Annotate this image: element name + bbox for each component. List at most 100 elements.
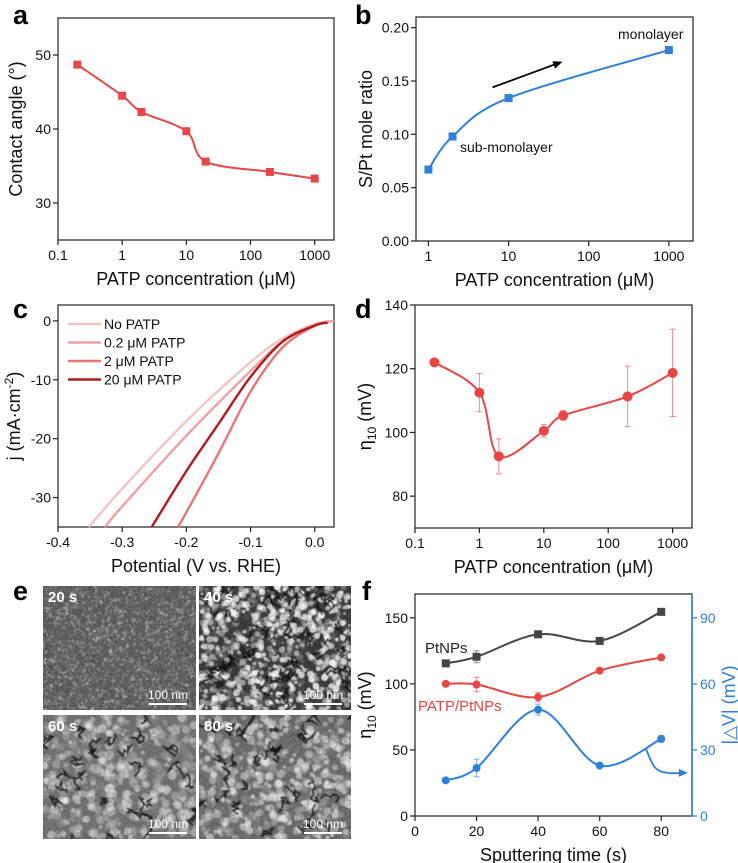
x-tick-label: 0 xyxy=(411,823,419,839)
x-tick-label: 0.1 xyxy=(405,535,425,551)
data-point xyxy=(558,410,569,421)
x-tick-label: -0.3 xyxy=(110,534,134,550)
scale-bar-label: 100 nm xyxy=(147,688,188,702)
x-axis-label: Sputtering time (s) xyxy=(480,845,627,863)
y-axis-label: η10 (mV) xyxy=(355,671,379,738)
arrow-head-icon xyxy=(552,61,563,69)
y-axis-label-rest: (mV) xyxy=(355,671,375,715)
y-tick-label: 150 xyxy=(385,610,409,626)
right-y-axis-label: |△V| (mV) xyxy=(719,665,738,744)
x-tick-label: 100 xyxy=(597,535,621,551)
sem-micrograph xyxy=(43,715,196,839)
sem-image-80s: 80 s 100 nm xyxy=(199,715,351,839)
x-tick-label: 0.0 xyxy=(305,534,325,550)
x-tick-label: 1 xyxy=(425,248,433,264)
y-tick-label: 0 xyxy=(400,808,408,824)
scale-bar-label: 100 nm xyxy=(147,817,188,831)
data-point xyxy=(472,652,481,661)
panel-letter-d: d xyxy=(355,294,372,324)
trend-arrow xyxy=(492,62,557,89)
series-curve xyxy=(433,361,674,459)
legend-label: No PATP xyxy=(104,316,160,332)
x-tick-label: -0.4 xyxy=(46,534,70,550)
x-axis-label: PATP concentration (μM) xyxy=(454,557,653,577)
panel-d-chart: 0.1 1 10 100 1000 80 100 120 140 PATP concentrati… xyxy=(355,297,693,577)
y-tick-label: 120 xyxy=(385,361,409,377)
data-point xyxy=(424,165,433,174)
series-curve xyxy=(76,63,315,180)
data-point xyxy=(472,763,481,772)
y-axis-label: Contact angle (°) xyxy=(6,61,26,196)
data-point xyxy=(538,425,549,436)
data-point xyxy=(182,127,191,136)
data-point xyxy=(441,776,450,785)
x-axis-label: PATP concentration (μM) xyxy=(96,269,295,289)
data-point xyxy=(429,357,440,368)
y-axis-label-main: η xyxy=(355,729,375,739)
y-axis-label-main: η xyxy=(355,440,375,450)
y-tick-label: 50 xyxy=(392,742,408,758)
right-y-tick-label: 0 xyxy=(700,808,708,824)
series-20-m-patp xyxy=(150,321,328,528)
x-tick-label: 1000 xyxy=(657,535,688,551)
panel-a-chart: 0.1 1 10 100 1000 30 40 50 PATP concentration (μ… xyxy=(6,17,335,289)
x-tick-label: 100 xyxy=(239,247,263,263)
panel-b-chart: 1 10 100 1000 0.00 0.05 0.10 0.15 0.20 PATP conce… xyxy=(356,16,694,290)
sem-micrograph xyxy=(199,586,351,710)
y-axis-label: S/Pt mole ratio xyxy=(356,70,376,188)
series-ptnps xyxy=(441,607,666,668)
x-tick-label: 20 xyxy=(469,823,485,839)
legend-label: 2 μM PATP xyxy=(104,353,174,369)
sem-micrograph xyxy=(199,715,351,839)
scale-bar: 100 nm xyxy=(148,688,188,705)
series-curve xyxy=(427,49,670,171)
sem-time-label: 20 s xyxy=(48,589,78,606)
right-y-tick-label: 60 xyxy=(700,676,716,692)
y-tick-label: -10 xyxy=(31,372,51,388)
y-axis-label-main: Contact angle (°) xyxy=(6,61,26,196)
y-axis-label-main: j (mA·cm xyxy=(4,388,24,461)
series--v- xyxy=(441,703,666,785)
plot-frame xyxy=(57,304,335,528)
data-point xyxy=(534,630,543,639)
plot-frame xyxy=(414,304,693,529)
series--10 xyxy=(429,328,678,475)
data-point xyxy=(664,46,673,55)
arrow-head-icon xyxy=(678,768,688,777)
y-tick-label: 100 xyxy=(385,424,409,440)
scale-bar: 100 nm xyxy=(303,688,343,705)
data-point xyxy=(474,387,485,398)
y-axis-label-sub: 10 xyxy=(365,426,379,440)
x-tick-label: 1000 xyxy=(299,247,330,263)
series-s-pt xyxy=(424,46,673,174)
data-point xyxy=(73,60,82,69)
series-no-patp xyxy=(87,319,335,528)
x-tick-label: 10 xyxy=(501,248,517,264)
data-point xyxy=(534,705,543,714)
data-point xyxy=(448,132,457,141)
sem-micrograph xyxy=(43,586,196,710)
annotation-ptnps: PtNPs xyxy=(425,640,468,657)
series-curve xyxy=(87,319,335,528)
axis-pointer-arrow xyxy=(645,748,686,775)
data-point xyxy=(657,734,666,743)
y-tick-label: 40 xyxy=(35,121,51,137)
data-point xyxy=(201,157,210,166)
scale-bar: 100 nm xyxy=(148,817,188,834)
data-point xyxy=(595,666,604,675)
right-y-tick-label: 30 xyxy=(700,742,716,758)
x-tick-label: 10 xyxy=(536,535,552,551)
data-point xyxy=(441,679,450,688)
y-axis-label-rest: (mV) xyxy=(355,383,375,427)
y-tick-label: 0.15 xyxy=(382,73,409,89)
data-point xyxy=(265,167,274,176)
x-tick-label: 1 xyxy=(118,247,126,263)
right-y-tick-label: 90 xyxy=(700,610,716,626)
panel-letter-f: f xyxy=(362,576,371,606)
y-tick-label: 30 xyxy=(35,195,51,211)
x-axis-label: PATP concentration (μM) xyxy=(455,270,654,290)
y-tick-label: 50 xyxy=(35,47,51,63)
y-axis-label: η10 (mV) xyxy=(355,383,379,450)
scale-bar-label: 100 nm xyxy=(302,817,343,831)
